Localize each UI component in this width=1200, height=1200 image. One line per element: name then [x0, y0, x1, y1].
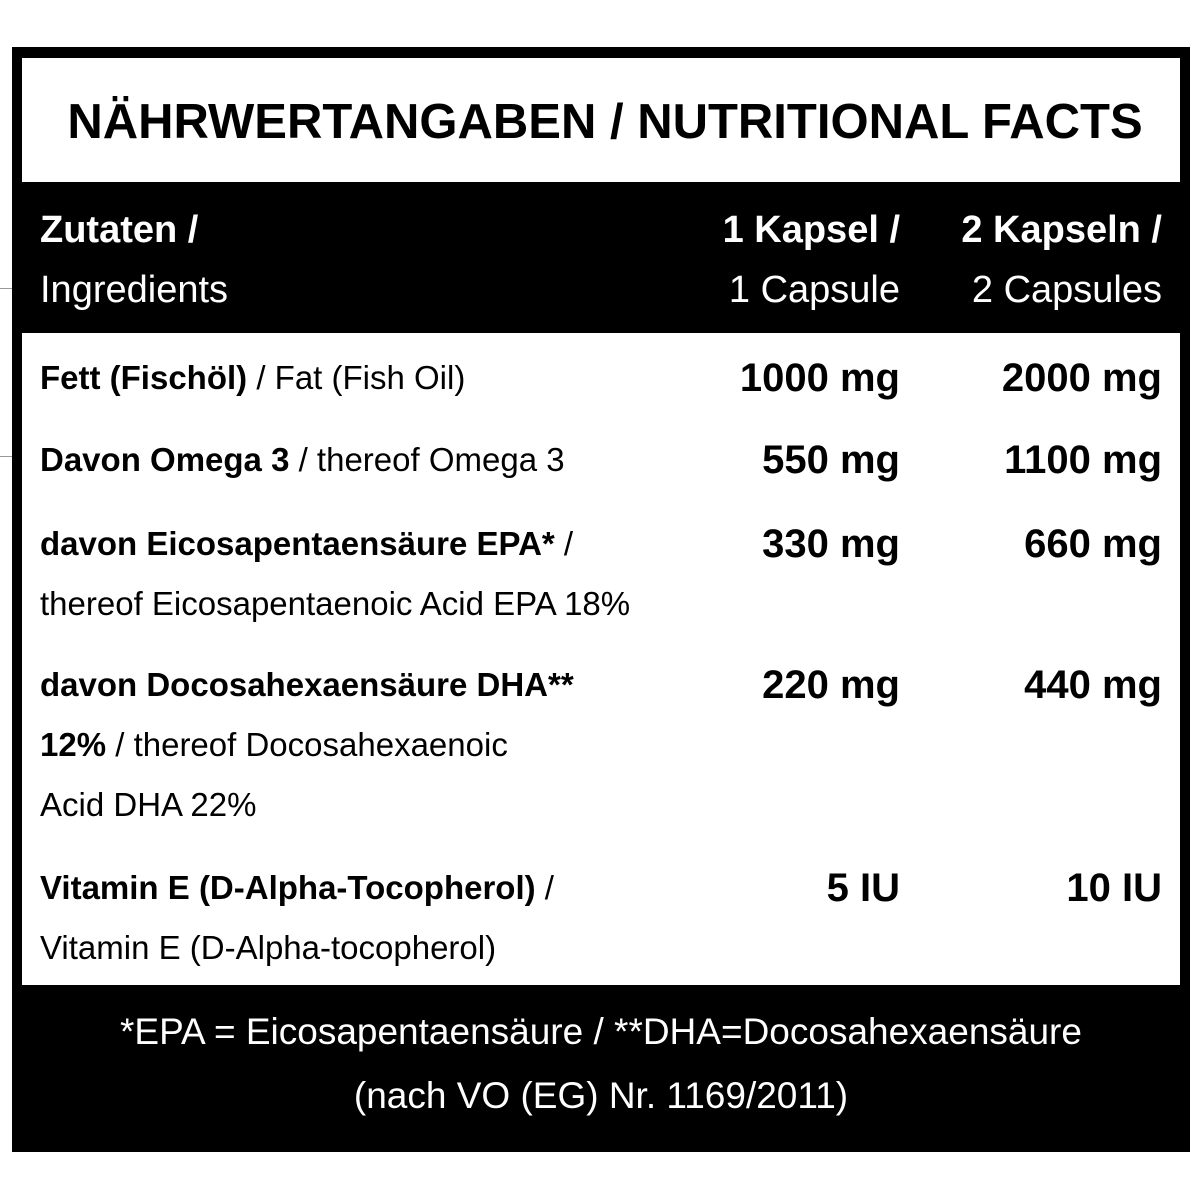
footnote-line-2: (nach VO (EG) Nr. 1169/2011)	[353, 1075, 849, 1116]
row-fat-col2: 2000 mg	[1001, 356, 1162, 400]
row-omega3-label: Davon Omega 3 / thereof Omega 3	[40, 441, 565, 478]
row-fat-label: Fett (Fischöl) / Fat (Fish Oil)	[40, 359, 466, 396]
table-body	[22, 333, 1180, 985]
edge-mark	[0, 288, 12, 289]
row-vitamin-e-label: Vitamin E (D-Alpha-Tocopherol) /	[40, 869, 554, 906]
row-fat-col1: 1000 mg	[739, 356, 900, 400]
row-epa-label: davon Eicosapentaensäure EPA* /	[40, 525, 574, 562]
page-title: NÄHRWERTANGABEN / NUTRITIONAL FACTS	[67, 95, 1143, 149]
title-box	[22, 58, 1180, 182]
footnote-line-1: *EPA = Eicosapentaensäure / **DHA=Docosa…	[120, 1011, 1082, 1052]
row-omega3-col1: 550 mg	[762, 438, 900, 482]
row-dha-col1: 220 mg	[762, 663, 900, 707]
row-dha-label: davon Docosahexaensäure DHA**	[40, 666, 574, 703]
edge-mark	[0, 456, 12, 457]
header-col2-en: 2 Capsules	[971, 269, 1162, 311]
row-epa-label-en: thereof Eicosapentaenoic Acid EPA 18%	[40, 585, 631, 622]
row-vitamin-e-label-en: Vitamin E (D-Alpha-tocopherol)	[40, 929, 497, 966]
row-epa-col2: 660 mg	[1024, 522, 1162, 566]
row-dha-col2: 440 mg	[1024, 663, 1162, 707]
header-col2-de: 2 Kapseln /	[961, 209, 1162, 251]
header-col1-de: 1 Kapsel /	[722, 209, 900, 251]
header-col1-en: 1 Capsule	[728, 269, 900, 311]
header-ingredients-en: Ingredients	[40, 269, 229, 311]
row-epa-col1: 330 mg	[762, 522, 900, 566]
header-ingredients-de: Zutaten /	[40, 209, 199, 251]
row-vitamin-e-col2: 10 IU	[1066, 866, 1162, 910]
row-vitamin-e-col1: 5 IU	[826, 866, 900, 910]
row-dha-label-3: Acid DHA 22%	[40, 786, 257, 823]
row-dha-label-2: 12% / thereof Docosahexaenoic	[40, 726, 508, 763]
row-omega3-col2: 1100 mg	[1004, 438, 1162, 482]
